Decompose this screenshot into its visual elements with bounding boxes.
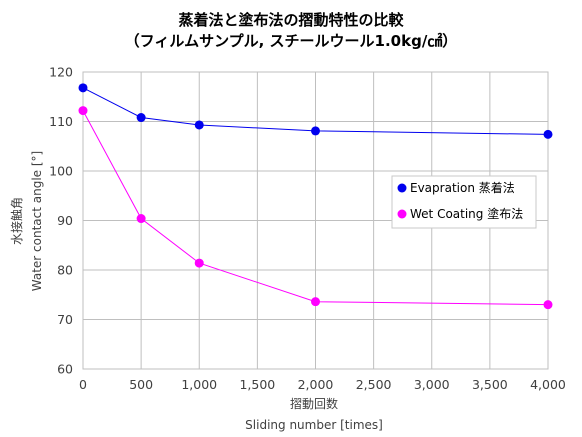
- x-tick-label: 3,000: [414, 377, 450, 392]
- legend-box: [391, 175, 537, 229]
- axes: 60 70 80 90 100 110 120 0 500 1,000 1,500 2,000 2,50…: [49, 65, 566, 393]
- x-tick-label: 1,500: [239, 377, 275, 392]
- data-point-wet-coating: [311, 297, 320, 307]
- data-point-wet-coating: [136, 214, 146, 224]
- y-axis-title-en: Water contact angle [°]: [30, 151, 44, 291]
- x-tick-label: 3,500: [472, 377, 508, 392]
- plot-frame: [82, 71, 549, 370]
- x-axis-title-en: Sliding number [times]: [245, 418, 383, 432]
- y-tick-label: 120: [49, 65, 73, 80]
- y-tick-label: 70: [57, 312, 73, 327]
- x-tick-label: 0: [79, 377, 87, 392]
- y-tick-label: 80: [57, 263, 73, 278]
- y-axis-title-jp: 水接触角: [9, 197, 24, 245]
- data-point-wet-coating: [78, 106, 88, 116]
- x-tick-label: 1,000: [181, 377, 217, 392]
- data-point-evaporation: [543, 129, 553, 139]
- data-point-evaporation: [194, 120, 204, 130]
- x-tick-label: 2,000: [298, 377, 334, 392]
- data-point-evaporation: [136, 113, 146, 123]
- legend: Evapration 蒸着法 Wet Coating 塗布法: [391, 175, 537, 229]
- legend-label-wet-coating: Wet Coating 塗布法: [410, 206, 523, 221]
- x-tick-label: 2,500: [356, 377, 392, 392]
- data-point-evaporation: [78, 83, 88, 93]
- y-tick-label: 100: [49, 164, 73, 179]
- x-tick-label: 500: [129, 377, 153, 392]
- data-point-wet-coating: [543, 300, 553, 310]
- y-tick-label: 90: [57, 213, 73, 228]
- data-point-wet-coating: [194, 258, 204, 268]
- chart-title-line2: （フィルムサンプル, スチールウール1.0kg/㎠）: [125, 32, 458, 50]
- x-tick-label: 4,000: [530, 377, 566, 392]
- data-point-evaporation: [311, 126, 320, 136]
- series-layer: [78, 83, 553, 310]
- y-tick-label: 110: [49, 114, 73, 129]
- legend-marker-wet-coating: [397, 209, 407, 219]
- legend-marker-evaporation: [397, 183, 407, 193]
- legend-label-evaporation: Evapration 蒸着法: [410, 180, 515, 195]
- x-axis-title-jp: 摺動回数: [290, 396, 338, 411]
- y-tick-label: 60: [57, 362, 73, 377]
- chart-title-line1: 蒸着法と塗布法の摺動特性の比較: [178, 11, 404, 29]
